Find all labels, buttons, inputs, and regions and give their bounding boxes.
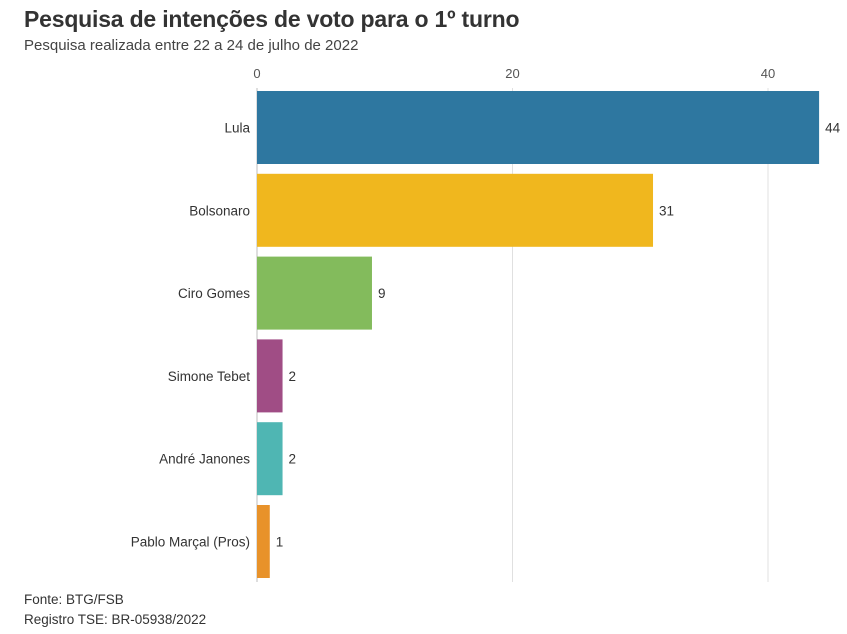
value-label-pablo-marcal-pros: 1 [276,535,284,550]
bar-simone-tebet [257,339,283,413]
value-label-lula: 44 [825,121,841,136]
bar-andre-janones [257,422,283,496]
bar-pablo-marcal-pros [257,505,270,578]
source-note: Fonte: BTG/FSB [24,592,124,607]
category-label-ciro-gomes: Ciro Gomes [178,286,250,301]
x-tick-label-0: 0 [253,66,260,81]
bar-ciro-gomes [257,256,372,330]
category-label-bolsonaro: Bolsonaro [189,203,250,218]
category-label-lula: Lula [224,121,250,136]
chart-subtitle: Pesquisa realizada entre 22 a 24 de julh… [24,37,359,54]
value-label-simone-tebet: 2 [289,369,297,384]
category-label-simone-tebet: Simone Tebet [168,369,251,384]
registry-note: Registro TSE: BR-05938/2022 [24,612,207,627]
bar-bolsonaro [257,173,654,247]
value-label-andre-janones: 2 [289,452,297,467]
category-label-andre-janones: André Janones [159,452,250,467]
value-label-bolsonaro: 31 [659,203,674,218]
bar-lula [257,91,820,164]
category-label-pablo-marcal-pros: Pablo Marçal (Pros) [131,535,250,550]
value-label-ciro-gomes: 9 [378,286,386,301]
chart-title: Pesquisa de intenções de voto para o 1º … [24,6,520,32]
x-tick-label-40: 40 [761,66,775,81]
bar-chart: 0 20 40 Lula 44 Bolsonaro 31 Ciro Gomes 9 Simone … [131,66,841,582]
x-tick-label-20: 20 [505,66,519,81]
